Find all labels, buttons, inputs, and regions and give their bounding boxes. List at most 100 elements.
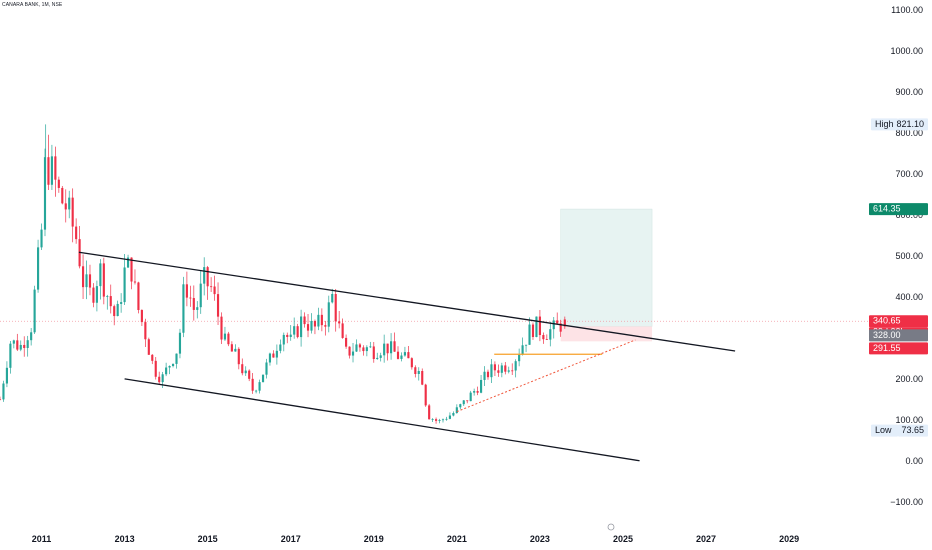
candle-body	[192, 298, 195, 310]
x-tick-label: 2029	[779, 534, 799, 544]
events-icon	[607, 523, 615, 531]
candle-body	[88, 274, 92, 288]
candle	[552, 316, 555, 339]
candle-body	[320, 314, 323, 326]
candle	[531, 322, 535, 340]
x-tick-label: 2011	[32, 534, 52, 544]
candle-body	[241, 364, 244, 374]
candle	[445, 416, 448, 421]
candle	[227, 331, 230, 347]
candle-body	[182, 284, 185, 333]
candle	[528, 317, 531, 345]
candle	[376, 352, 379, 360]
ticker-label: CANARA BANK, 1M, NSE	[2, 2, 63, 8]
candle	[203, 257, 206, 296]
candle	[407, 345, 410, 359]
candle	[272, 350, 275, 358]
candle-body	[306, 324, 310, 331]
candle-body	[358, 344, 362, 348]
candle-body	[116, 303, 119, 317]
candle	[26, 335, 29, 357]
candle-body	[265, 362, 268, 375]
candle-body	[171, 363, 175, 367]
candle	[469, 390, 472, 402]
candle-body	[203, 267, 206, 284]
candle-body	[431, 419, 434, 420]
candle-body	[348, 346, 351, 356]
candle	[473, 388, 476, 396]
last-price-tag-bg	[869, 315, 928, 328]
candle	[421, 368, 424, 386]
candle-body	[189, 297, 192, 299]
candle	[441, 418, 445, 423]
candle-body	[19, 344, 22, 350]
candle	[43, 148, 47, 237]
candle	[507, 366, 510, 374]
candle-body	[33, 289, 36, 333]
candle	[459, 403, 462, 410]
candle	[400, 352, 403, 362]
candle-body	[85, 274, 88, 288]
candle	[147, 337, 150, 355]
candle-body	[504, 365, 507, 372]
candle-body	[223, 333, 227, 340]
candle-body	[230, 344, 233, 352]
candle	[109, 284, 112, 314]
candle	[268, 352, 272, 366]
candle	[168, 365, 171, 375]
candle	[68, 190, 71, 219]
candle-body	[123, 267, 126, 303]
candle-body	[68, 197, 71, 210]
candle-body	[365, 347, 368, 352]
candle-body	[473, 391, 476, 393]
x-tick-label: 2023	[530, 534, 550, 544]
low-value: 73.65	[898, 424, 928, 437]
low-value-bg	[898, 424, 928, 437]
candle	[306, 314, 310, 338]
candle-body	[476, 391, 479, 393]
candle-body	[168, 366, 171, 368]
candle	[196, 301, 199, 319]
candle-body	[289, 334, 292, 338]
candle	[448, 412, 451, 420]
candle	[549, 321, 552, 347]
candle	[497, 364, 500, 377]
candle	[486, 369, 490, 380]
candle-body	[310, 321, 313, 331]
candle	[282, 332, 285, 352]
candle-body	[417, 371, 420, 374]
candle	[345, 334, 348, 349]
candle	[396, 346, 400, 360]
candle-body	[518, 354, 521, 362]
candle-body	[511, 370, 514, 372]
candle-body	[445, 418, 448, 420]
y-tick-label: 1000.00	[890, 46, 923, 56]
candle-body	[441, 419, 445, 421]
candle	[192, 285, 195, 321]
candle-body	[421, 371, 424, 385]
candle-body	[549, 329, 552, 340]
candle	[33, 285, 36, 335]
candle-body	[75, 226, 78, 240]
candle-body	[317, 314, 320, 327]
candle-body	[30, 332, 33, 341]
candle-body	[47, 157, 50, 185]
candle-body	[559, 323, 562, 332]
candle	[165, 362, 168, 377]
candle	[431, 418, 434, 422]
candle-body	[92, 287, 95, 303]
candle	[351, 342, 355, 363]
candle-body	[26, 340, 29, 348]
candle-body	[61, 187, 64, 204]
candle-body	[338, 321, 341, 324]
x-tick-label: 2013	[115, 534, 135, 544]
trendline-2	[124, 378, 640, 462]
candle-body	[428, 405, 431, 420]
candle	[230, 341, 233, 352]
last-candle-body	[563, 319, 566, 327]
candle-body	[140, 310, 143, 323]
candle	[265, 358, 268, 379]
candle-body	[279, 344, 282, 351]
